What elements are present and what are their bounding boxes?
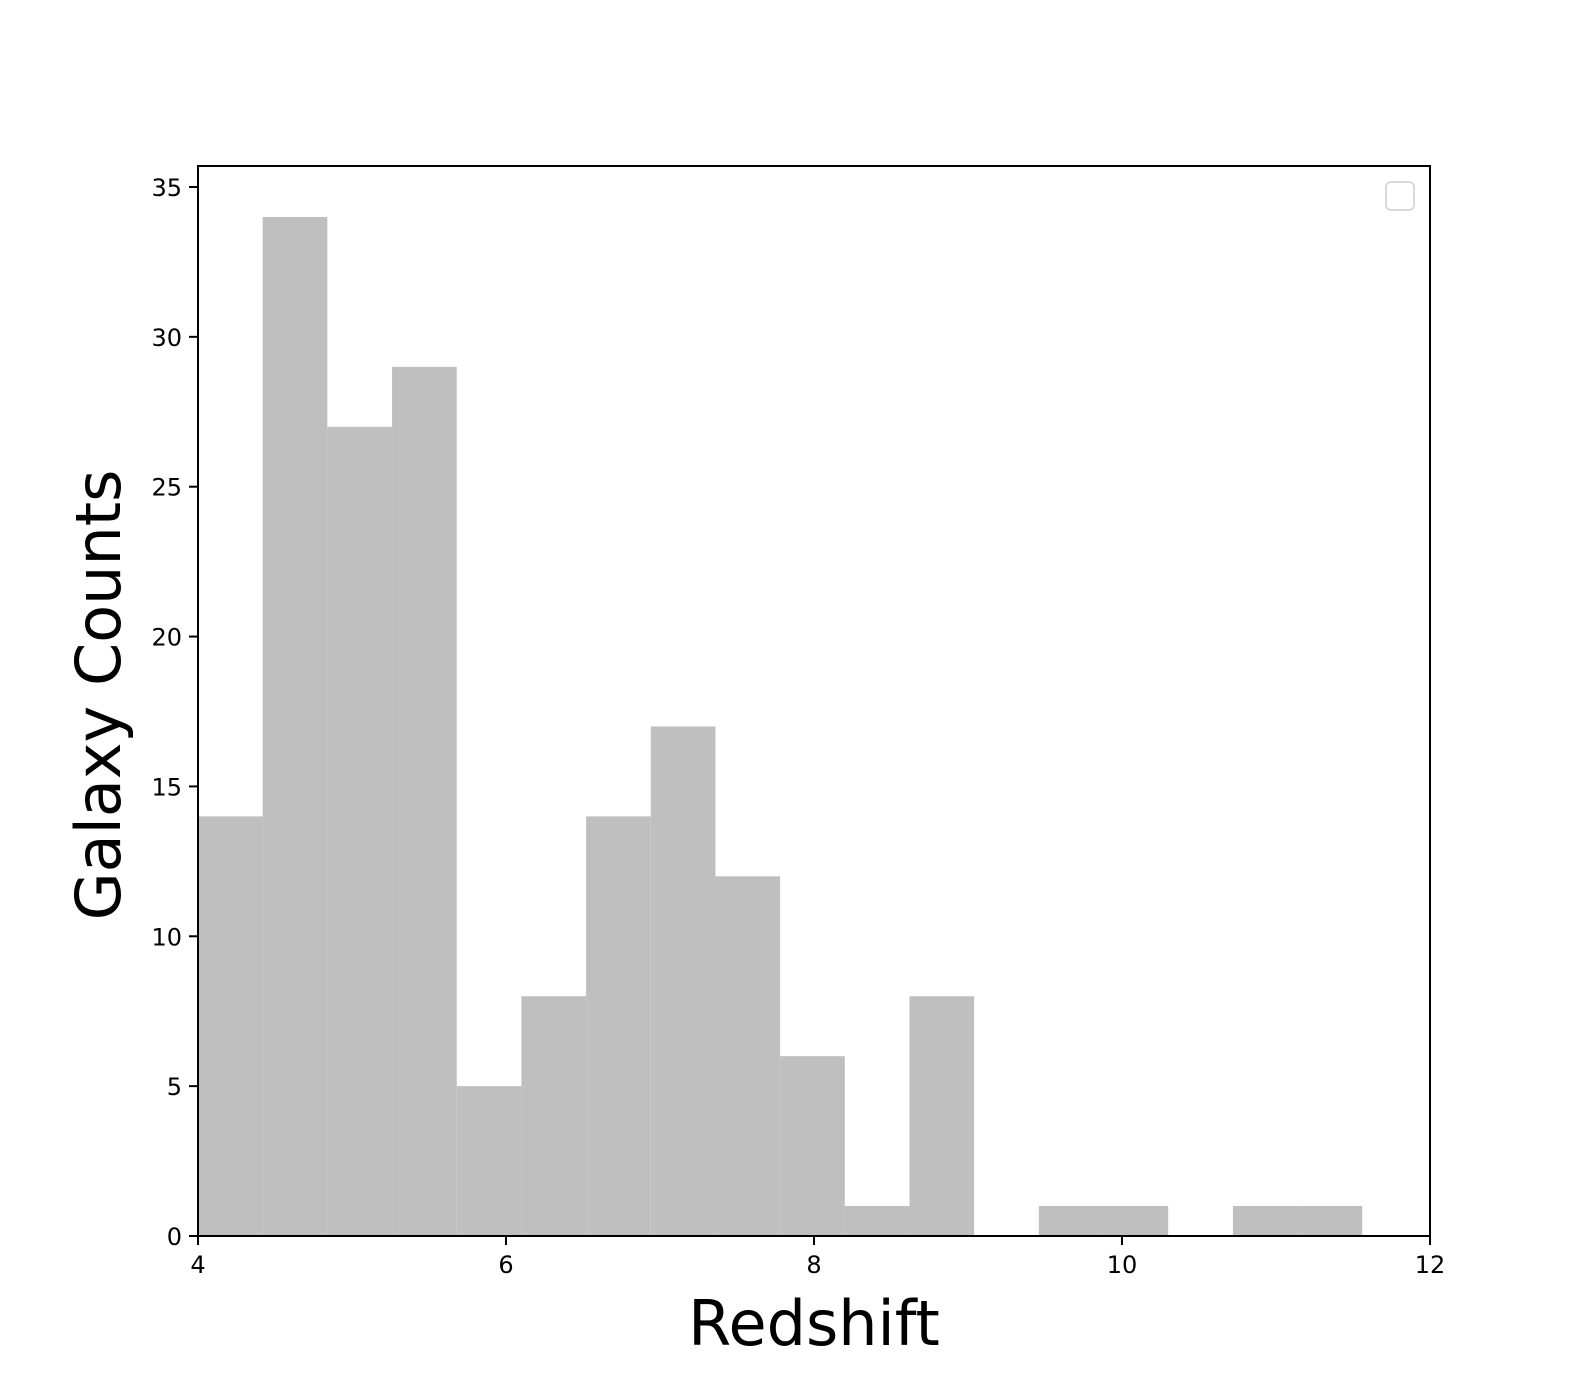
- histogram-bar: [1232, 1206, 1298, 1236]
- y-tick-label: 15: [151, 773, 182, 801]
- x-axis-title: Redshift: [688, 1287, 940, 1360]
- y-tick-label: 20: [151, 624, 182, 652]
- histogram-bar: [521, 996, 587, 1236]
- y-tick-label: 10: [151, 923, 182, 951]
- histogram-bar: [198, 816, 263, 1236]
- histogram-bar: [586, 816, 651, 1236]
- y-tick-label: 0: [167, 1223, 182, 1251]
- y-axis-title: Galaxy Counts: [62, 470, 135, 921]
- histogram-bar: [780, 1056, 845, 1236]
- histogram-bar: [1038, 1206, 1104, 1236]
- histogram-bar: [456, 1086, 522, 1236]
- x-tick-label: 12: [1415, 1251, 1446, 1279]
- histogram-bar: [327, 426, 393, 1236]
- x-tick-label: 6: [498, 1251, 513, 1279]
- histogram-bar: [1103, 1206, 1169, 1236]
- histogram-bar: [650, 726, 716, 1236]
- legend-box: [1385, 181, 1415, 211]
- y-tick-label: 30: [151, 324, 182, 352]
- x-tick-label: 10: [1107, 1251, 1138, 1279]
- x-tick-label: 8: [806, 1251, 821, 1279]
- histogram-bar: [909, 996, 975, 1236]
- histogram-bar: [1297, 1206, 1363, 1236]
- x-axis: 4 6 8 10 12: [190, 1236, 1445, 1279]
- y-tick-label: 35: [151, 174, 182, 202]
- histogram-bar: [844, 1206, 910, 1236]
- histogram-bar: [392, 366, 457, 1236]
- histogram-bars: [198, 216, 1363, 1236]
- y-tick-label: 25: [151, 474, 182, 502]
- y-axis: 0 5 10 15 20 25 30 35: [151, 174, 198, 1251]
- histogram-bar: [262, 216, 328, 1236]
- x-tick-label: 4: [190, 1251, 205, 1279]
- y-tick-label: 5: [167, 1073, 182, 1101]
- histogram-bar: [715, 876, 781, 1236]
